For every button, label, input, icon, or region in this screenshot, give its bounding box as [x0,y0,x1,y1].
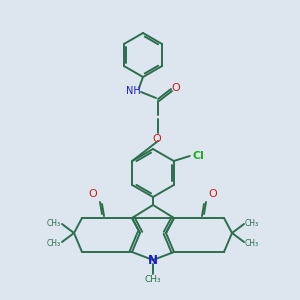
Text: NH: NH [126,86,140,96]
Text: O: O [88,189,98,199]
Text: Cl: Cl [193,151,205,161]
Text: CH₃: CH₃ [245,239,259,248]
Text: CH₃: CH₃ [47,239,61,248]
Text: N: N [148,254,158,268]
Text: O: O [208,189,217,199]
Text: O: O [172,83,180,93]
Text: CH₃: CH₃ [245,220,259,229]
Text: O: O [153,134,161,144]
Text: CH₃: CH₃ [145,275,161,284]
Text: CH₃: CH₃ [47,220,61,229]
